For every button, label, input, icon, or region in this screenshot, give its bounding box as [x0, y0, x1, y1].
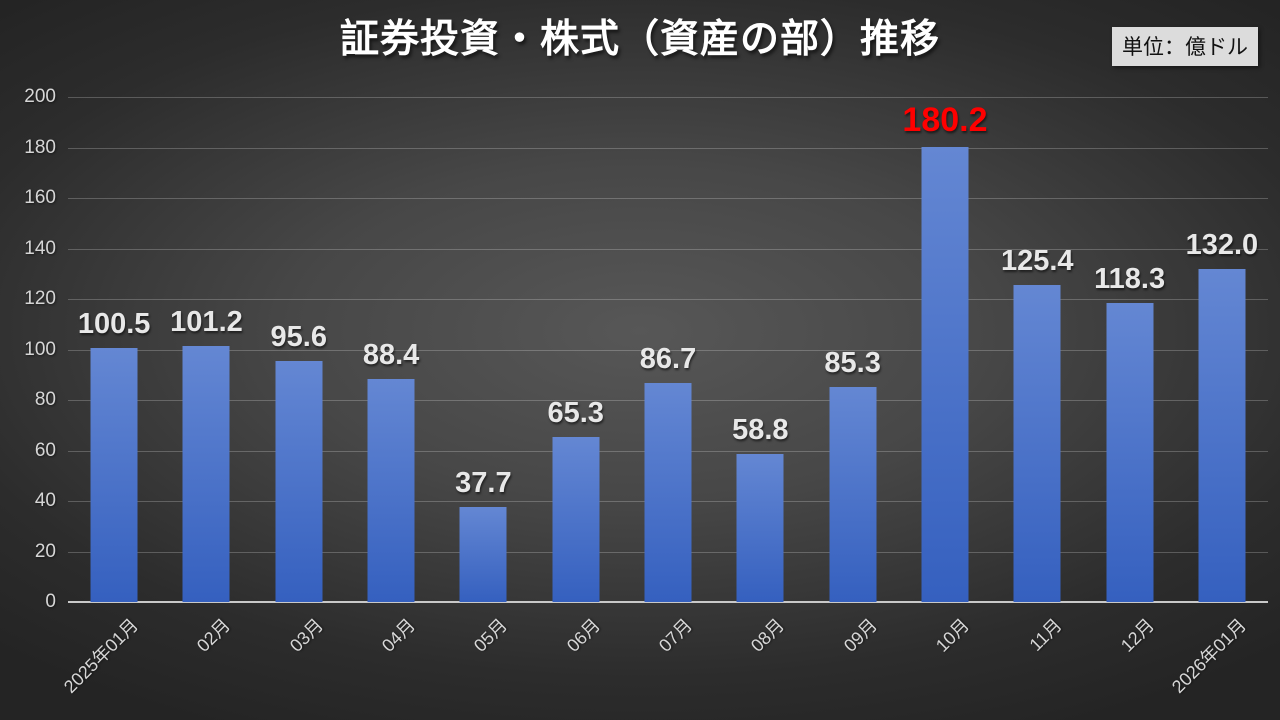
bar — [552, 437, 600, 602]
value-label: 118.3 — [1094, 263, 1166, 296]
value-label: 100.5 — [77, 308, 151, 341]
x-tick-label: 12月 — [1116, 614, 1158, 656]
bar-slot: 95.6 — [253, 97, 345, 602]
x-tick-label: 10月 — [931, 614, 973, 656]
value-label: 132.0 — [1185, 228, 1259, 261]
x-tick-label: 03月 — [285, 614, 327, 656]
value-label: 125.4 — [1000, 245, 1074, 278]
bar-slot: 37.7 — [437, 97, 529, 602]
bar — [644, 383, 692, 602]
bar — [921, 147, 969, 602]
bar-series: 100.5 101.2 95.6 88.4 37.7 65.3 86.7 58.8 85.3 18… — [68, 97, 1268, 602]
gridline — [68, 299, 1268, 300]
gridline — [68, 198, 1268, 199]
unit-label: 単位：億ドル — [1112, 27, 1258, 66]
bar-slot: 88.4 — [345, 97, 437, 602]
y-tick-label: 40 — [34, 490, 56, 511]
x-tick-label: 08月 — [747, 614, 789, 656]
bar — [275, 360, 323, 602]
gridline — [68, 97, 1268, 98]
bar — [829, 386, 877, 602]
y-tick-label: 0 — [45, 591, 56, 612]
x-tick-label: 07月 — [654, 614, 696, 656]
x-tick-label: 2025年01月 — [60, 614, 143, 697]
value-label-highlight: 180.2 — [902, 101, 988, 139]
bar-slot: 101.2 — [160, 97, 252, 602]
bar-slot: 65.3 — [530, 97, 622, 602]
gridline — [68, 147, 1268, 149]
value-label: 88.4 — [362, 338, 420, 371]
bar — [736, 453, 784, 602]
value-label: 86.7 — [639, 343, 697, 376]
x-tick-label: 2026年01月 — [1167, 614, 1250, 697]
gridline — [68, 248, 1268, 250]
bar — [1198, 268, 1246, 602]
x-tick-label: 04月 — [378, 614, 420, 656]
value-label: 95.6 — [270, 320, 328, 353]
bar — [182, 346, 230, 602]
y-tick-label: 180 — [24, 136, 56, 158]
x-axis-labels: 2025年01月 02月 03月 04月 05月 06月 07月 08月 09月 10月 11月 12… — [60, 602, 1268, 717]
x-tick-label: 09月 — [839, 614, 881, 656]
x-tick-label: 06月 — [562, 614, 604, 656]
bar — [90, 348, 138, 602]
y-tick-label: 100 — [24, 338, 56, 360]
x-axis-line — [68, 601, 1268, 603]
bar-slot: 180.2 — [899, 97, 991, 602]
bar-slot: 118.3 — [1083, 97, 1175, 602]
value-label: 58.8 — [732, 413, 789, 446]
y-tick-label: 20 — [34, 540, 56, 562]
value-label: 101.2 — [170, 306, 243, 339]
bar-slot: 85.3 — [807, 97, 899, 602]
bar-slot: 100.5 — [68, 97, 160, 602]
bar — [1013, 285, 1061, 602]
y-tick-label: 80 — [34, 389, 56, 410]
y-tick-label: 140 — [24, 237, 56, 259]
bar-slot: 58.8 — [714, 97, 806, 602]
bar-slot: 86.7 — [622, 97, 714, 602]
bar — [367, 378, 415, 602]
bar — [1106, 303, 1154, 602]
y-tick-label: 160 — [24, 187, 56, 208]
value-label: 65.3 — [547, 397, 604, 430]
gridline — [68, 349, 1268, 351]
value-label: 85.3 — [824, 346, 881, 379]
bar-slot: 125.4 — [991, 97, 1083, 602]
x-tick-label: 05月 — [470, 614, 512, 656]
bar-slot: 132.0 — [1176, 97, 1268, 602]
plot-area: 0 20 40 60 80 100 120 140 160 180 200 100.5 101.2 95… — [24, 86, 1268, 697]
y-tick-label: 120 — [24, 288, 56, 309]
y-tick-label: 200 — [24, 86, 56, 107]
x-tick-label: 02月 — [193, 614, 235, 656]
y-tick-label: 60 — [34, 439, 56, 461]
value-label: 37.7 — [455, 466, 512, 499]
bar — [459, 506, 507, 602]
x-tick-label: 11月 — [1025, 614, 1066, 655]
chart-title: 証券投資・株式（資産の部）推移 — [339, 18, 940, 61]
